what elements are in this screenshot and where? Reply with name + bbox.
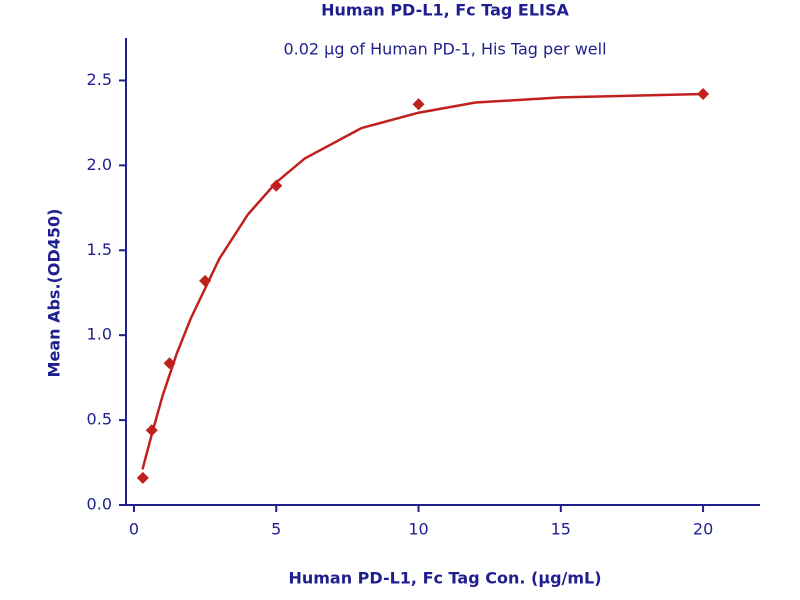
x-tick-label: 0 [129,520,139,539]
y-tick-label: 1.0 [87,325,112,344]
y-axis-label: Mean Abs.(OD450) [45,209,64,378]
chart-subtitle: 0.02 µg of Human PD-1, His Tag per well [283,40,606,59]
data-point [145,424,158,437]
data-point [412,98,425,111]
data-point [136,471,149,484]
x-tick-label: 20 [693,520,713,539]
x-tick-label: 10 [408,520,428,539]
x-tick-label: 15 [551,520,571,539]
y-tick-label: 2.0 [87,155,112,174]
y-tick-label: 0.0 [87,495,112,514]
data-point [163,357,176,370]
x-axis-label: Human PD-L1, Fc Tag Con. (µg/mL) [288,569,601,588]
data-point [697,88,710,101]
x-tick-label: 5 [271,520,281,539]
fit-curve [141,92,704,470]
y-tick-label: 1.5 [87,240,112,259]
y-tick-label: 0.5 [87,410,112,429]
data-point [270,179,283,192]
data-point [199,274,212,287]
y-tick-label: 2.5 [87,70,112,89]
chart-title: Human PD-L1, Fc Tag ELISA [321,1,569,20]
